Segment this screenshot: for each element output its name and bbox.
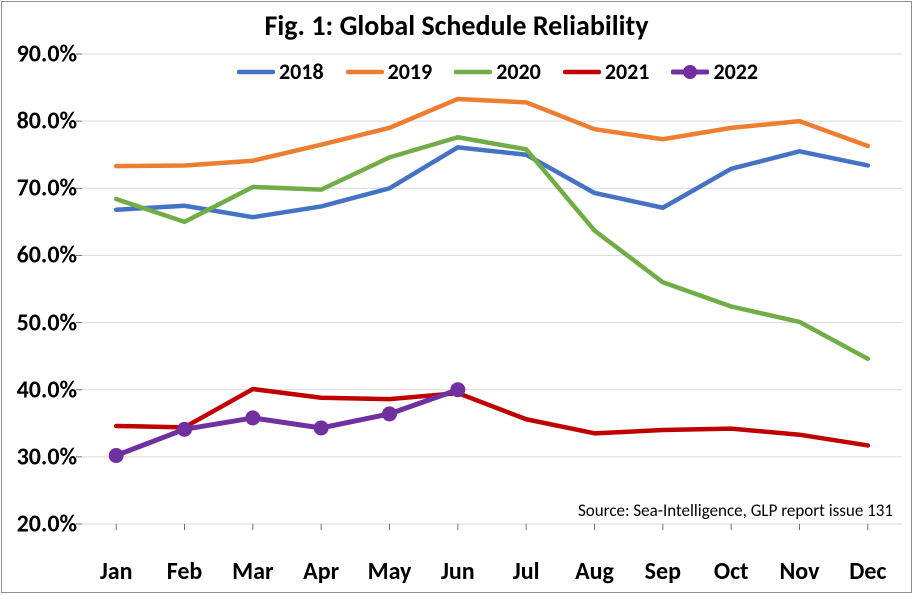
plot-area [82, 54, 902, 524]
y-axis-label: 50.0% [17, 308, 77, 337]
series-marker-2022 [451, 383, 465, 397]
x-axis-label: Apr [303, 557, 339, 586]
x-axis-label: Nov [780, 557, 820, 586]
x-axis-label: Mar [232, 557, 273, 586]
plot-svg [82, 54, 902, 524]
y-axis-label: 60.0% [17, 241, 77, 270]
y-axis-label: 70.0% [17, 174, 77, 203]
series-line-2021 [116, 389, 868, 445]
x-axis-label: May [368, 557, 412, 586]
x-axis-label: Oct [714, 557, 749, 586]
y-axis-label: 20.0% [17, 510, 77, 539]
x-axis-label: Jul [513, 557, 540, 586]
y-axis-label: 40.0% [17, 375, 77, 404]
x-axis-label: Aug [575, 557, 614, 586]
series-marker-2022 [178, 422, 192, 436]
x-axis-label: Feb [167, 557, 203, 586]
source-text: Source: Sea-Intelligence, GLP report iss… [578, 500, 893, 521]
x-axis-label: Sep [645, 557, 681, 586]
y-axis-label: 80.0% [17, 107, 77, 136]
series-line-2020 [116, 137, 868, 359]
x-axis-label: Jun [441, 557, 475, 586]
x-axis-label: Dec [849, 557, 886, 586]
series-marker-2022 [109, 449, 123, 463]
series-marker-2022 [314, 421, 328, 435]
series-marker-2022 [383, 407, 397, 421]
chart-title: Fig. 1: Global Schedule Reliability [2, 8, 911, 43]
x-axis-label: Jan [100, 557, 133, 586]
series-line-2019 [116, 99, 868, 166]
y-axis-label: 90.0% [17, 40, 77, 69]
chart-container: Fig. 1: Global Schedule Reliability 2018… [1, 1, 912, 593]
y-axis-label: 30.0% [17, 442, 77, 471]
series-line-2018 [116, 147, 868, 217]
series-marker-2022 [246, 411, 260, 425]
